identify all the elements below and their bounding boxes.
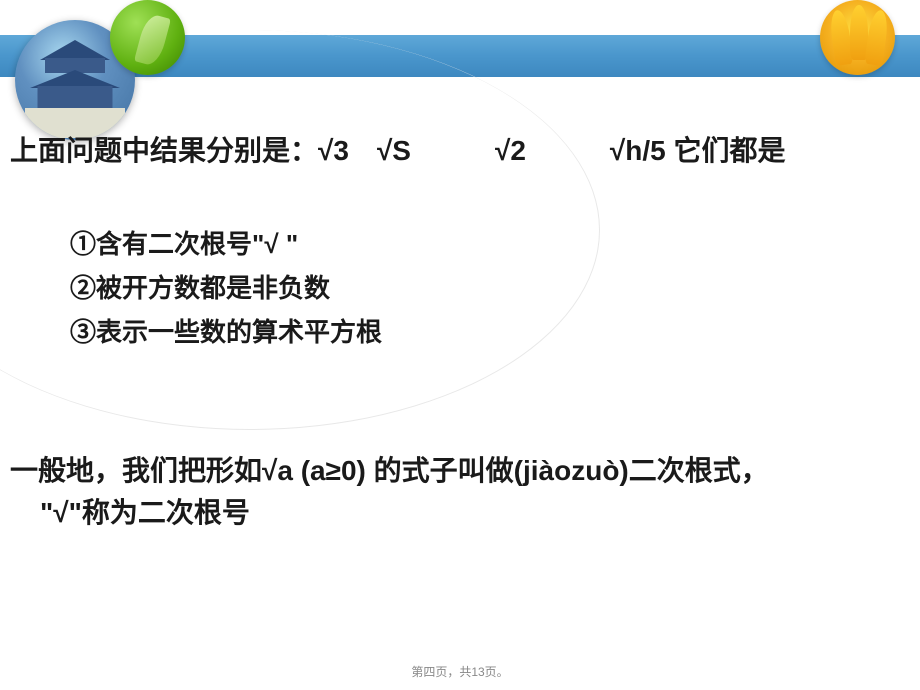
definition-text-1: 一般地，我们把形如√a (a≥0) 的式子叫做(jiàozuò)二次根式， — [10, 450, 910, 492]
definition-block: 一般地，我们把形如√a (a≥0) 的式子叫做(jiàozuò)二次根式， "√… — [10, 450, 910, 534]
properties-list: ①含有二次根号"√ " ②被开方数都是非负数 ③表示一些数的算术平方根 — [70, 222, 910, 355]
flower-icon — [820, 0, 895, 75]
list-item: ①含有二次根号"√ " — [70, 222, 910, 266]
list-item: ②被开方数都是非负数 — [70, 266, 910, 310]
slide-content: 上面问题中结果分别是：√3 √S √2 √h/5 它们都是 ①含有二次根号"√ … — [10, 130, 910, 534]
intro-text: 上面问题中结果分别是：√3 √S √2 √h/5 它们都是 — [10, 130, 910, 172]
list-item: ③表示一些数的算术平方根 — [70, 310, 910, 354]
definition-text-2: "√"称为二次根号 — [40, 492, 910, 534]
leaf-icon — [110, 0, 185, 75]
page-footer: 第四页，共13页。 — [0, 663, 920, 680]
